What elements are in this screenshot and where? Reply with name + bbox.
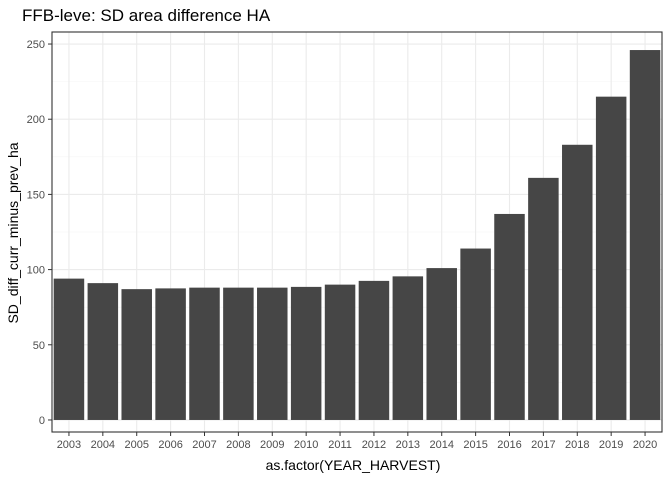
x-tick-label: 2014	[429, 439, 453, 451]
bar-2020	[629, 50, 661, 420]
bar-2017	[528, 177, 559, 420]
panel-border	[51, 31, 663, 433]
x-tick-label: 2011	[328, 439, 352, 451]
x-tick-label: 2019	[599, 439, 623, 451]
bar-2018	[562, 144, 593, 420]
y-tick-label: 150	[27, 189, 45, 201]
x-tick-label: 2015	[463, 439, 487, 451]
x-tick-label: 2006	[158, 439, 182, 451]
bar-2005	[121, 289, 152, 420]
bar-2013	[392, 276, 424, 420]
bar-2016	[494, 213, 525, 420]
x-tick-label: 2012	[362, 439, 386, 451]
x-tick-label: 2003	[57, 439, 81, 451]
bar-series	[53, 50, 661, 420]
bar-2015	[460, 248, 491, 420]
bar-2011	[324, 284, 356, 420]
bar-2008	[223, 287, 254, 420]
x-tick-label: 2020	[633, 439, 657, 451]
x-tick-label: 2016	[497, 439, 521, 451]
x-tick-label: 2017	[531, 439, 555, 451]
minor-gridlines	[52, 81, 662, 383]
x-axis-title: as.factor(YEAR_HARVEST)	[266, 457, 441, 473]
x-tick-label: 2010	[294, 439, 318, 451]
bar-2003	[53, 278, 85, 420]
bar-2007	[189, 287, 220, 420]
bar-2019	[595, 96, 627, 420]
bar-2010	[290, 286, 322, 420]
bar-2009	[257, 287, 288, 420]
bar-2012	[358, 280, 390, 420]
x-tick-label: 2013	[396, 439, 420, 451]
y-tick-label: 0	[39, 415, 45, 427]
x-tick-label: 2009	[260, 439, 284, 451]
x-tick-label: 2018	[565, 439, 589, 451]
bar-2006	[155, 288, 186, 420]
chart-title: FFB-leve: SD area difference HA	[22, 6, 271, 25]
x-tick-label: 2004	[91, 439, 115, 451]
bar-2014	[426, 268, 457, 420]
y-tick-label: 50	[33, 340, 45, 352]
x-tick-label: 2008	[226, 439, 250, 451]
y-axis: 0 50 100 150 200 250	[27, 39, 52, 427]
x-tick-label: 2007	[192, 439, 216, 451]
x-axis: 2003 2004 2005 2006 2007 2008 2009 2010 2011 2012…	[57, 432, 657, 451]
y-tick-label: 200	[27, 114, 45, 126]
x-tick-label: 2005	[124, 439, 148, 451]
y-tick-label: 250	[27, 39, 45, 51]
y-tick-label: 100	[27, 265, 45, 277]
bar-2004	[87, 283, 119, 420]
y-axis-title: SD_diff_curr_minus_prev_ha	[5, 142, 21, 323]
